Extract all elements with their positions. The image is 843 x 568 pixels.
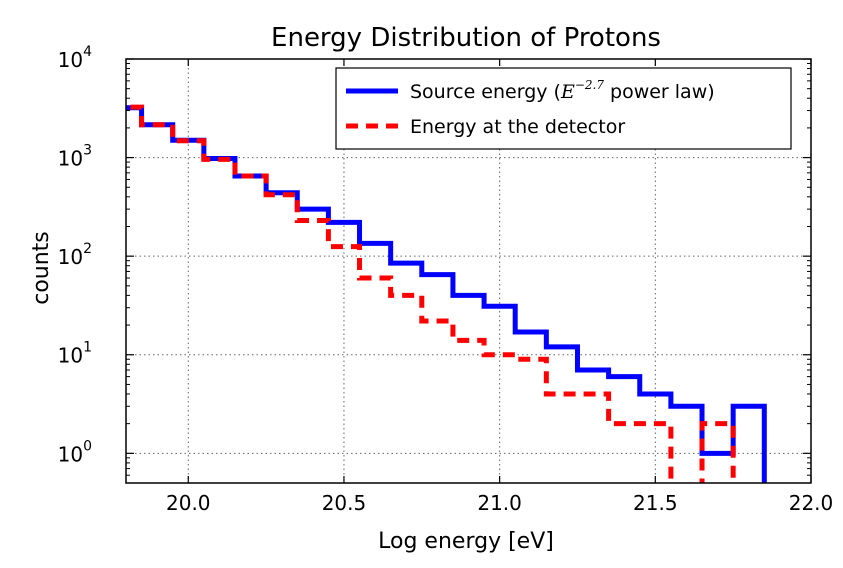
legend-label-detector: Energy at the detector bbox=[410, 116, 625, 138]
tick-layer: 20.0 20.5 21.0 21.5 22.0 100 101 102 103 104 bbox=[58, 44, 834, 515]
series-line bbox=[126, 104, 736, 483]
x-tick-label: 21.5 bbox=[633, 491, 678, 515]
chart-title: Energy Distribution of Protons bbox=[271, 23, 661, 53]
y-tick-label: 104 bbox=[58, 44, 92, 72]
y-tick-label: 101 bbox=[58, 340, 92, 368]
series-layer bbox=[126, 104, 767, 483]
legend-frame bbox=[335, 67, 792, 150]
x-axis-label: Log energy [eV] bbox=[378, 529, 554, 554]
y-axis-label: counts bbox=[29, 231, 54, 305]
x-tick-label: 20.5 bbox=[322, 491, 367, 515]
x-tick-label: 22.0 bbox=[789, 491, 834, 515]
y-tick-label: 100 bbox=[58, 438, 92, 466]
legend: Source energy (E−2.7 power law) Energy a… bbox=[335, 67, 792, 150]
series-detector bbox=[126, 104, 736, 483]
x-tick-label: 21.0 bbox=[477, 491, 522, 515]
grid-layer bbox=[126, 59, 811, 483]
legend-label-source: Source energy (E−2.7 power law) bbox=[410, 78, 715, 103]
y-tick-label: 102 bbox=[58, 241, 92, 269]
x-tick-label: 20.0 bbox=[166, 491, 211, 515]
series-line bbox=[126, 105, 767, 483]
series-source bbox=[126, 105, 767, 483]
y-tick-label: 103 bbox=[58, 143, 92, 171]
